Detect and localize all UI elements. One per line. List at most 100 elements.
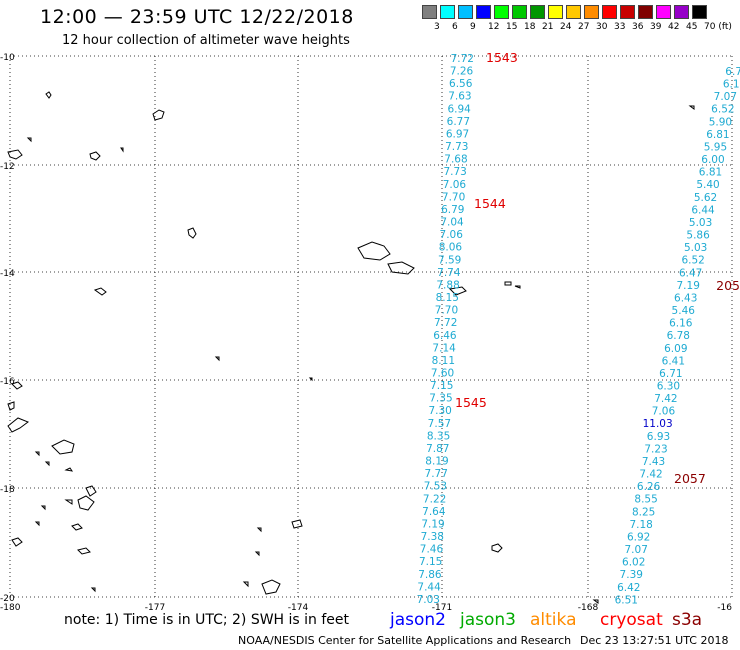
swh-value: 7.38	[421, 531, 444, 543]
longitude-label: -171	[432, 603, 452, 613]
swh-value: 7.19	[421, 518, 444, 530]
pass-time-label: 2057	[674, 471, 706, 486]
island	[291, 519, 303, 529]
satellite-label: cryosat	[600, 610, 663, 630]
island	[51, 439, 75, 455]
legend-label: 33	[614, 22, 626, 32]
island	[71, 523, 83, 531]
legend-swatch	[494, 5, 509, 19]
longitude-label: -180	[0, 603, 21, 613]
satellite-label: jason2	[390, 610, 446, 630]
swh-value: 6.71	[659, 368, 682, 380]
legend-label: 45	[686, 22, 698, 32]
swh-value: 6.46	[433, 330, 457, 342]
legend-swatch	[656, 5, 671, 19]
longitude-label: -168	[578, 603, 599, 613]
legend-label: 12	[488, 22, 500, 32]
latitude-label: -10	[0, 53, 15, 63]
longitude-label: -16	[717, 603, 732, 613]
swh-value: 7.04	[440, 217, 464, 229]
island	[448, 286, 467, 296]
swh-value: 7.57	[428, 418, 451, 430]
legend-label: 9	[470, 22, 476, 32]
legend-label: 24	[560, 22, 572, 32]
island	[64, 467, 74, 472]
swh-value: 6.26	[637, 481, 661, 493]
swh-value: 7.06	[443, 179, 467, 191]
swh-value: 7.15	[430, 380, 453, 392]
legend-swatch	[584, 5, 599, 19]
legend-label: 70 (ft)	[704, 22, 732, 32]
swh-value: 7.44	[417, 581, 441, 593]
island	[514, 285, 521, 289]
island	[261, 579, 281, 595]
island	[256, 527, 262, 533]
swh-value: 7.22	[423, 493, 446, 505]
generated-timestamp: Dec 23 13:27:51 UTC 2018	[580, 634, 729, 647]
legend-label: 3	[434, 22, 440, 32]
legend-label: 27	[578, 22, 590, 32]
swh-value: 7.14	[432, 342, 456, 354]
island	[504, 281, 512, 286]
swh-value: 7.88	[436, 279, 459, 291]
island	[26, 137, 32, 143]
island	[7, 417, 30, 433]
swh-value: 8.55	[634, 494, 657, 506]
swh-value: 8.11	[432, 355, 455, 367]
island	[11, 381, 23, 390]
island	[45, 91, 52, 99]
island	[34, 521, 40, 527]
swh-value: 6.02	[622, 557, 645, 569]
swh-value: 6.56	[449, 78, 473, 90]
swh-value: 6.97	[446, 128, 469, 140]
swh-value: 7.73	[443, 166, 466, 178]
longitude-label: -177	[145, 603, 165, 613]
swh-value: 6.43	[674, 292, 697, 304]
satellite-label: jason3	[460, 610, 516, 630]
legend-swatch	[620, 5, 635, 19]
swh-value: 8.25	[632, 506, 655, 518]
latitude-label: -16	[0, 377, 15, 387]
island	[491, 543, 503, 553]
swh-value: 7.72	[434, 317, 457, 329]
swh-value: 5.86	[686, 230, 710, 242]
swh-value: 6.7	[725, 66, 740, 78]
latitude-label: -14	[0, 269, 15, 279]
swh-value: 6.92	[627, 531, 650, 543]
island	[34, 451, 40, 457]
island	[85, 485, 97, 497]
swh-value: 6.52	[681, 255, 704, 267]
island	[688, 105, 695, 110]
legend-label: 36	[632, 22, 644, 32]
swh-track-right: 6.76.17.076.525.906.815.956.006.815.405.…	[615, 66, 740, 606]
swh-value: 7.19	[677, 280, 700, 292]
swh-value: 7.59	[438, 254, 461, 266]
swh-value: 8.15	[436, 292, 459, 304]
swh-value: 6.79	[441, 204, 464, 216]
swh-value: 7.43	[642, 456, 665, 468]
island	[242, 581, 249, 588]
island	[187, 227, 197, 239]
time-tags: 1543 1544 1545 205 2057	[455, 50, 740, 486]
satellite-label: altika	[530, 610, 577, 630]
swh-value: 6.41	[662, 355, 685, 367]
legend-swatch	[548, 5, 563, 19]
legend-swatch	[530, 5, 545, 19]
swh-value: 7.70	[435, 305, 458, 317]
swh-value: 7.73	[445, 141, 468, 153]
swh-value: 6.30	[657, 381, 680, 393]
swh-value: 5.03	[684, 242, 707, 254]
legend-label: 42	[668, 22, 680, 32]
island	[214, 356, 220, 362]
swh-value: 7.87	[426, 443, 449, 455]
swh-value: 7.18	[629, 519, 652, 531]
coastlines	[7, 91, 695, 604]
pass-time-label: 1543	[486, 50, 518, 65]
pass-time-label: 205	[716, 278, 740, 293]
island	[77, 495, 95, 511]
swh-value: 6.52	[711, 104, 734, 116]
island	[308, 377, 313, 382]
island	[93, 287, 107, 296]
pass-time-label: 1544	[474, 196, 506, 211]
swh-value: 7.86	[418, 569, 442, 581]
